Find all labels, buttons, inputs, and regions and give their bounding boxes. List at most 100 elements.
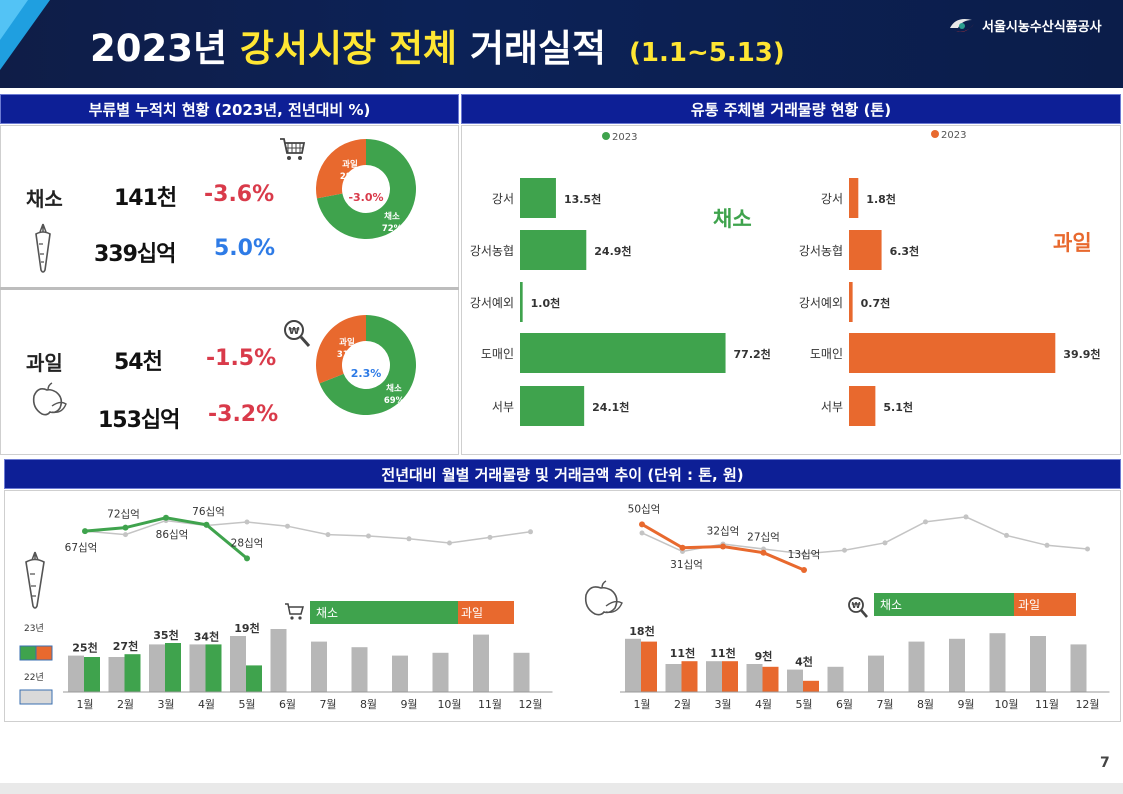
legend-veg-bar [874,593,1014,616]
value-label: 6.3천 [890,244,920,258]
month-tick-label: 8월 [917,698,934,711]
point-23 [244,555,250,562]
fruit-label: 과일 [26,351,63,375]
donut-veg-pct: 72% [382,224,403,234]
point-22 [801,551,807,557]
shopping-cart-icon [280,138,306,160]
month-tick-label: 7월 [876,698,893,711]
category-label: 강서 [492,192,514,206]
donut-segments [316,139,416,239]
fruit-share-donut: 과일 31% 채소 69% 2.3% [316,315,416,415]
month-tick-label: 4월 [198,698,215,711]
carrot-icon [25,551,45,609]
bar-서부 [849,386,876,426]
bar-22-4월 [746,664,763,692]
apple-icon [584,580,623,616]
point-22 [528,529,533,535]
month-tick-label: 2월 [117,698,134,711]
month-tick-label: 1월 [76,698,93,711]
svg-text:₩: ₩ [852,601,861,610]
legend-22-gray [19,689,53,705]
bar-도매인 [849,333,1056,373]
bar-23-1월 [641,641,657,692]
legend-fruit-dot [931,130,939,138]
point-22 [366,533,371,539]
fruit-volume: 54천 [114,350,163,375]
point-22 [963,514,969,520]
bar-22-8월 [908,641,925,692]
donut-fruit-pct: 31% [337,350,358,360]
category-label: 강서예외 [799,296,843,310]
point-22 [842,547,847,553]
donut-fruit-pct: 28% [340,172,361,182]
value-label: 1.0천 [531,296,561,310]
bar-강서농협 [520,230,587,270]
bar-value-label: 18천 [629,624,654,638]
bar-value-label: 27천 [113,639,138,653]
bar-23-4월 [762,666,779,692]
bar-value-label: 11천 [670,646,695,660]
donut-veg-label: 채소 [384,211,400,222]
fruit-volume-change: -1.5% [206,346,277,371]
bar-23-1월 [84,657,100,692]
title-year: 2023년 [90,27,228,70]
value-label: 13.5천 [564,192,601,206]
month-tick-label: 3월 [157,698,174,711]
line-value-label: 31십억 [670,559,703,571]
bar-22-6월 [270,629,287,692]
point-22 [1044,542,1050,548]
fruit-amount-change: -3.2% [208,402,279,427]
line-value-label: 28십억 [231,537,264,549]
value-label: 5.1천 [883,400,913,414]
distribution-panel-title: 유통 주체별 거래물량 현황 (톤) [461,94,1121,124]
bar-22-11월 [1030,636,1046,692]
donut-veg-pct: 69% [384,396,405,406]
bar-22-6월 [827,666,844,692]
donut-fruit-label: 과일 [339,337,355,348]
bar-23-5월 [803,680,819,692]
bar-22-1월 [68,655,84,692]
bar-강서예외 [520,282,523,322]
month-tick-label: 1월 [633,698,650,711]
value-label: 0.7천 [861,296,891,310]
bar-22-3월 [149,644,165,692]
point-23 [82,528,88,535]
bar-value-label: 19천 [234,621,259,635]
category-label: 강서농협 [470,244,514,258]
point-23 [760,549,767,556]
point-23 [720,543,726,550]
donut-segments [316,315,416,415]
point-22 [882,540,888,546]
bar-22-2월 [108,657,125,692]
legend-fruit-text: 과일 [1018,598,1040,612]
month-tick-label: 11월 [478,698,502,711]
month-tick-label: 7월 [319,698,336,711]
point-22 [639,530,645,536]
bar-23-2월 [681,661,698,692]
category-label: 서부 [821,400,843,414]
value-label: 24.1천 [592,400,629,414]
bar-22-2월 [665,664,682,692]
line-22 [84,519,531,544]
line-value-label: 27십억 [747,532,780,544]
month-tick-label: 10월 [994,698,1018,711]
month-tick-label: 4월 [755,698,772,711]
bar-22-11월 [473,634,489,692]
vegetable-share-donut: 과일 28% 채소 72% -3.0% [316,139,416,239]
category-label: 강서농협 [799,244,843,258]
bar-강서 [849,178,859,218]
line-value-label: 86십억 [156,529,189,541]
bar-22-4월 [189,644,206,692]
legend-23-green [19,645,37,661]
line-value-label: 72십억 [107,509,140,521]
bar-value-label: 4천 [795,655,813,669]
point-23 [679,544,686,551]
month-tick-label: 6월 [836,698,853,711]
point-22 [325,532,331,538]
legend-fruit-bar [458,601,514,624]
fruit-volume-bar-chart: 18천 1월 11천 2월 11천 3월 9천 4월 4천 5월 6월 7월 8월 9월 10월 11월 12월 [620,624,1110,711]
category-label: 도매인 [810,347,843,361]
bar-22-7월 [311,641,327,692]
